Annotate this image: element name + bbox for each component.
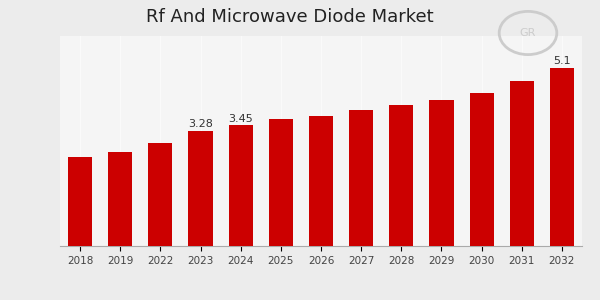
Text: 5.1: 5.1 (553, 56, 571, 66)
Bar (349, 110, 373, 246)
Bar (470, 93, 494, 246)
Text: GR: GR (520, 28, 536, 38)
Bar (550, 68, 574, 246)
Bar (309, 116, 333, 246)
Title: Rf And Microwave Diode Market: Rf And Microwave Diode Market (146, 8, 433, 26)
Bar (430, 100, 454, 246)
Bar (148, 143, 172, 246)
Bar (188, 131, 212, 246)
Bar (269, 119, 293, 246)
Text: 3.28: 3.28 (188, 119, 213, 129)
Bar (229, 125, 253, 246)
Bar (389, 105, 413, 246)
Bar (510, 81, 534, 246)
Text: 3.45: 3.45 (229, 113, 253, 124)
Bar (108, 152, 132, 246)
Bar (68, 157, 92, 246)
